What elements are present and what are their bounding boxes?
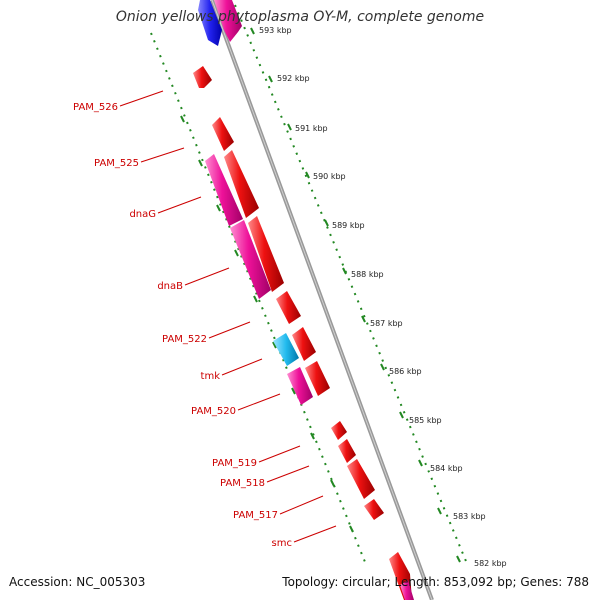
gene-pam-526 <box>193 66 212 88</box>
ruler-tick-589 <box>324 219 329 227</box>
label-dnab: dnaB <box>157 281 183 292</box>
ruler-label-590: 590 kbp <box>313 172 346 181</box>
ruler-tick-586 <box>380 363 385 371</box>
accession-text: Accession: NC_005303 <box>9 575 146 589</box>
label-pam-519: PAM_519 <box>212 458 257 469</box>
ruler-tick-585 <box>399 411 404 419</box>
ruler-label-591: 591 kbp <box>295 124 328 133</box>
ruler: 593 kbp 592 kbp 591 kbp 590 kbp 589 kbp … <box>250 26 507 568</box>
ruler-label-582: 582 kbp <box>474 559 507 568</box>
label-leaders <box>119 90 337 543</box>
label-tmk: tmk <box>201 371 221 382</box>
gene-red-4 <box>305 361 330 396</box>
gene-pam-525 <box>212 117 234 151</box>
ruler-label-593: 593 kbp <box>259 26 292 35</box>
ruler-label-588: 588 kbp <box>351 270 384 279</box>
label-pam-526: PAM_526 <box>73 102 118 113</box>
label-pam-525: PAM_525 <box>94 158 139 169</box>
label-pam-518: PAM_518 <box>220 478 265 489</box>
inner-track-dashes <box>180 115 354 533</box>
gene-dnaG <box>205 154 243 226</box>
gene-pink-bottom <box>400 580 414 600</box>
gene-blue <box>198 0 222 46</box>
ruler-label-586: 586 kbp <box>389 367 422 376</box>
gene-red-2 <box>248 216 284 292</box>
ruler-label-589: 589 kbp <box>332 221 365 230</box>
gene-smc <box>364 499 384 520</box>
ruler-tick-592 <box>268 75 273 83</box>
ruler-tick-588 <box>342 267 347 275</box>
gene-red-3 <box>292 327 316 361</box>
ruler-tick-593 <box>250 27 255 35</box>
ruler-tick-584 <box>418 459 423 467</box>
ruler-label-585: 585 kbp <box>409 416 442 425</box>
ruler-tick-587 <box>361 315 366 323</box>
gene-pink-top <box>214 0 242 42</box>
label-dnag: dnaG <box>129 209 156 220</box>
label-smc: smc <box>272 538 292 549</box>
ruler-label-583: 583 kbp <box>453 512 486 521</box>
gene-features <box>193 0 414 600</box>
gene-labels: PAM_526 PAM_525 dnaG dnaB PAM_522 tmk PA… <box>73 102 292 549</box>
gene-pam-517 <box>347 459 375 499</box>
ruler-tick-582 <box>456 555 461 563</box>
genome-summary-text: Topology: circular; Length: 853,092 bp; … <box>282 575 589 589</box>
label-pam-522: PAM_522 <box>162 334 207 345</box>
ruler-label-592: 592 kbp <box>277 74 310 83</box>
gene-dnaB <box>230 220 271 299</box>
label-pam-520: PAM_520 <box>191 406 236 417</box>
gene-pam-518 <box>338 439 356 463</box>
ruler-tick-583 <box>437 507 442 515</box>
ruler-label-587: 587 kbp <box>370 319 403 328</box>
map-title-overlay: Onion yellows phytoplasma OY-M, complete… <box>115 9 485 25</box>
gene-pam-519 <box>331 421 347 440</box>
gene-pam-522 <box>276 291 301 324</box>
label-pam-517: PAM_517 <box>233 510 278 521</box>
ruler-tick-590 <box>305 171 310 179</box>
ruler-label-584: 584 kbp <box>430 464 463 473</box>
gene-tmk <box>273 333 299 366</box>
ruler-tick-591 <box>287 123 292 131</box>
gene-red-1 <box>224 150 259 218</box>
gene-pam-520 <box>287 367 313 405</box>
